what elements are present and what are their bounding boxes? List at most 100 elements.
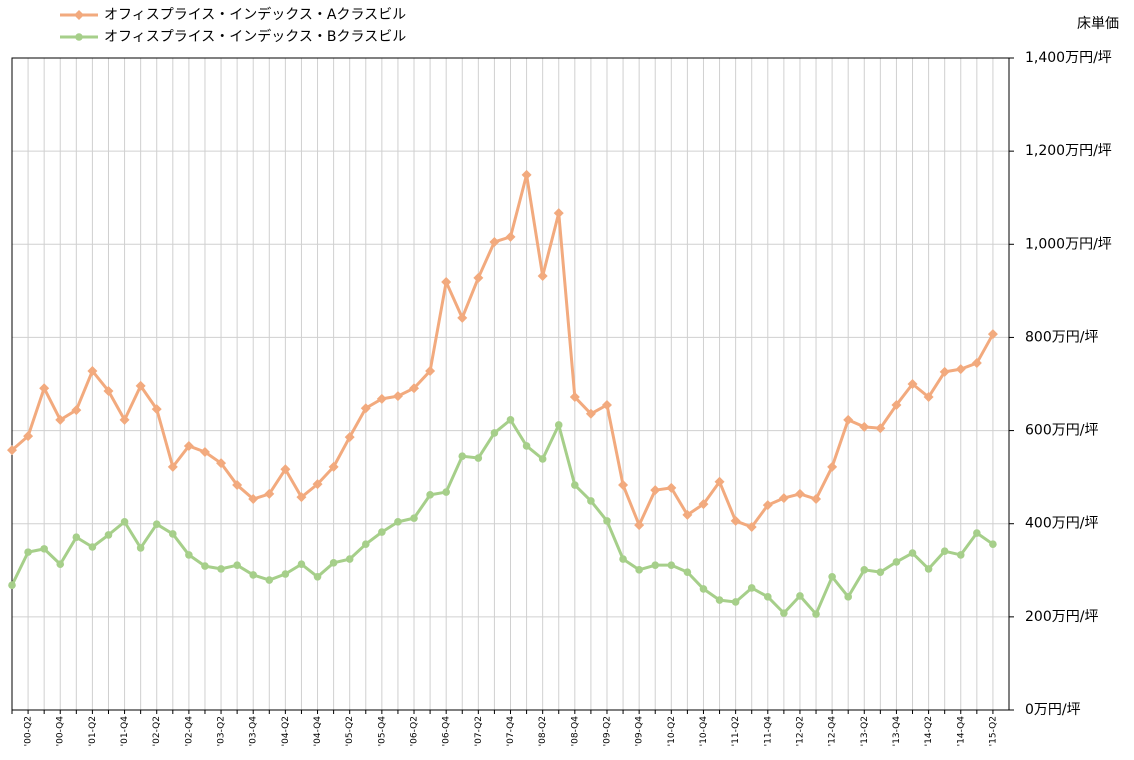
series-line [11,173,995,529]
x-tick-label: '02-Q4 [184,716,194,747]
marker [329,559,338,567]
marker [587,497,595,505]
marker [135,380,146,391]
marker [312,479,323,490]
x-tick-label: '05-Q4 [377,716,387,747]
x-tick-label: '05-Q2 [345,716,355,746]
marker [811,494,822,505]
marker [151,404,162,415]
marker [378,528,386,536]
marker [666,482,677,493]
x-tick-label: '07-Q2 [474,716,484,746]
marker [989,540,997,549]
marker [249,571,258,579]
marker [361,540,370,549]
x-tick-label: '00-Q4 [56,716,66,747]
x-tick-label: '09-Q4 [635,716,645,747]
marker [618,480,629,491]
marker [426,491,434,499]
x-tick-label: '11-Q4 [763,716,773,747]
marker [39,383,50,394]
marker [971,358,982,369]
marker [844,593,852,601]
marker [537,270,548,281]
marker [763,593,772,601]
marker [699,585,708,593]
marker [521,169,532,180]
marker [698,499,709,510]
x-tick-label: '14-Q2 [924,716,934,746]
legend-label: オフィスプライス・インデックス・Aクラスビル [104,6,406,23]
x-tick-label: '10-Q4 [699,716,709,747]
marker [265,576,274,584]
x-tick-label: '04-Q4 [313,716,323,747]
marker [746,521,757,532]
series [8,416,997,618]
marker [635,566,643,574]
marker [40,545,48,553]
marker [185,551,193,559]
marker [907,379,918,389]
marker [876,568,885,576]
marker [667,561,676,569]
marker [908,549,917,557]
marker [715,596,724,604]
x-tick-label: '06-Q2 [410,716,420,746]
marker [843,414,854,425]
marker [216,458,227,469]
marker [441,277,452,288]
x-tick-label: '01-Q2 [88,716,98,746]
marker [973,529,981,537]
marker [183,440,194,451]
legend-label: オフィスプライス・インデックス・Bクラスビル [104,28,406,45]
marker [23,431,34,442]
x-tick-label: '00-Q2 [24,716,34,746]
marker [280,464,291,475]
marker [650,485,661,496]
marker [956,551,965,559]
marker [71,405,82,416]
marker [248,494,259,505]
marker [892,558,901,566]
marker [360,403,371,414]
marker [780,609,788,617]
x-tick-label: '08-Q4 [570,716,580,747]
x-tick-label: '13-Q2 [860,716,870,746]
y-tick-label: 0万円/坪 [1025,702,1081,718]
marker [345,555,354,563]
marker [619,555,627,563]
x-tick-label: '13-Q4 [892,716,902,747]
marker [569,392,580,403]
marker [747,584,756,592]
marker [7,445,17,456]
marker [169,530,177,538]
y-tick-label: 800万円/坪 [1025,329,1098,345]
x-tick-label: '07-Q4 [506,716,516,747]
marker [136,544,145,552]
marker [55,414,66,425]
marker [297,560,306,569]
marker [940,547,949,555]
marker [296,492,307,503]
marker [812,610,820,618]
marker [328,461,339,472]
x-tick-label: '14-Q4 [956,716,966,747]
x-tick-label: '10-Q2 [667,716,677,746]
x-tick-label: '12-Q2 [795,716,805,746]
x-tick-label: '03-Q4 [249,716,259,747]
marker [217,565,225,573]
marker [344,432,355,443]
marker [714,476,725,487]
marker [152,520,161,528]
marker [683,568,692,576]
marker [425,365,436,376]
marker [730,515,741,526]
marker [376,393,387,404]
marker [634,520,645,531]
x-tick-label: '02-Q2 [152,716,162,746]
marker [859,421,870,432]
marker [731,598,740,606]
marker [601,399,612,410]
marker [410,514,418,522]
marker [522,442,531,450]
